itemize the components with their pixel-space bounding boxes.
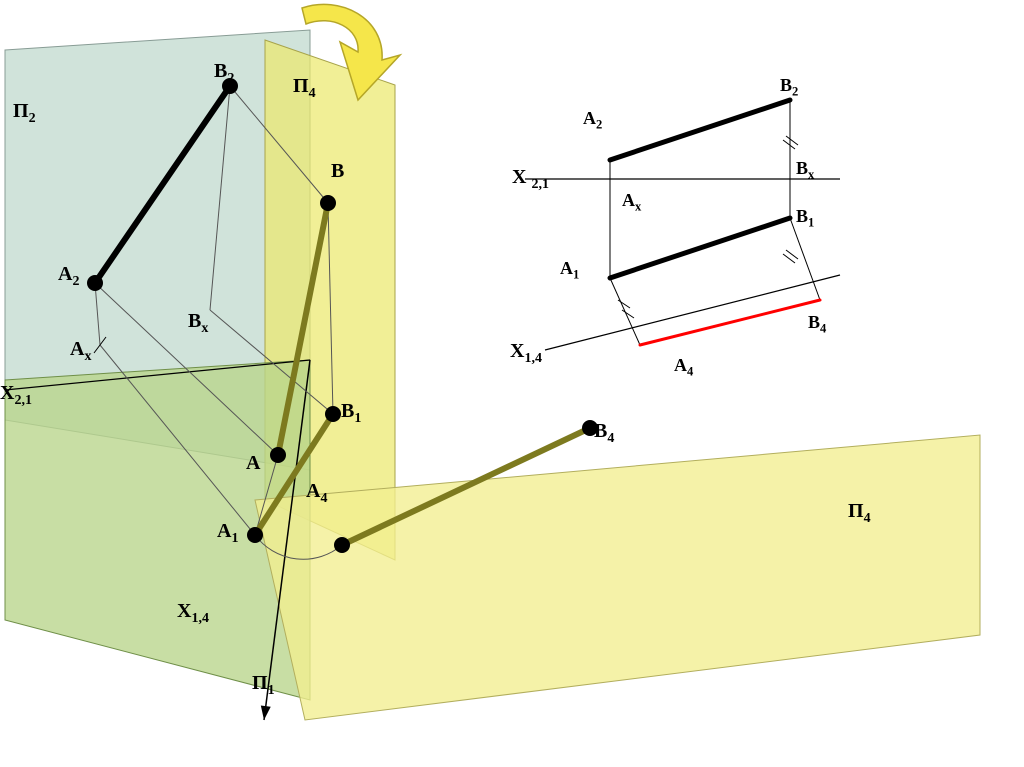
flat-seg-2 xyxy=(640,300,820,345)
flat-seg-1 xyxy=(610,218,790,278)
labels3d-label-A: A xyxy=(246,452,260,475)
point-b xyxy=(320,195,336,211)
labels3d-label-A4: A4 xyxy=(306,480,327,507)
labelsFlat-label-fX14: X1,4 xyxy=(510,340,542,367)
labels3d-label-Pi4h: П4 xyxy=(848,500,871,527)
point-a xyxy=(270,447,286,463)
labels3d-label-Pi4v: П4 xyxy=(293,75,316,102)
labels3d-label-A1: A1 xyxy=(217,520,238,547)
flat-seg-0 xyxy=(610,100,790,160)
labelsFlat-label-fB4: B4 xyxy=(808,312,826,337)
point-a4 xyxy=(334,537,350,553)
point-a2 xyxy=(87,275,103,291)
labels3d-label-B4: B4 xyxy=(594,420,614,447)
point-a1 xyxy=(247,527,263,543)
projection-diagram xyxy=(0,0,1024,767)
labels3d-label-Bx: Bx xyxy=(188,310,208,337)
labels3d-label-Pi1: П1 xyxy=(252,672,275,699)
flat-tick-5 xyxy=(622,310,634,318)
labelsFlat-label-fA1: A1 xyxy=(560,258,579,283)
labelsFlat-label-fB1: B1 xyxy=(796,206,814,231)
labels3d-label-Ax: Ax xyxy=(70,338,91,365)
labelsFlat-label-fB2: B2 xyxy=(780,75,798,100)
labelsFlat-label-fA4: A4 xyxy=(674,355,693,380)
labels3d-label-Pi2: П2 xyxy=(13,100,36,127)
point-b1 xyxy=(325,406,341,422)
labels3d-label-B2: B2 xyxy=(214,60,234,87)
flat-tick-4 xyxy=(618,300,630,308)
axis-x14-arrow xyxy=(261,705,271,720)
labelsFlat-label-fAx: Ax xyxy=(622,190,641,215)
labelsFlat-label-fX21: X 2,1 xyxy=(512,166,549,193)
labels3d-label-X14: X1,4 xyxy=(177,600,209,627)
labels3d-label-X21: X2,1 xyxy=(0,382,32,409)
labels3d-label-B: B xyxy=(331,160,344,183)
labelsFlat-label-fA2: A2 xyxy=(583,108,602,133)
flat-axis-x14 xyxy=(545,275,840,350)
labels3d-label-A2: A2 xyxy=(58,263,79,290)
labelsFlat-label-fBx: Bx xyxy=(796,158,814,183)
labels3d-label-B1: B1 xyxy=(341,400,361,427)
